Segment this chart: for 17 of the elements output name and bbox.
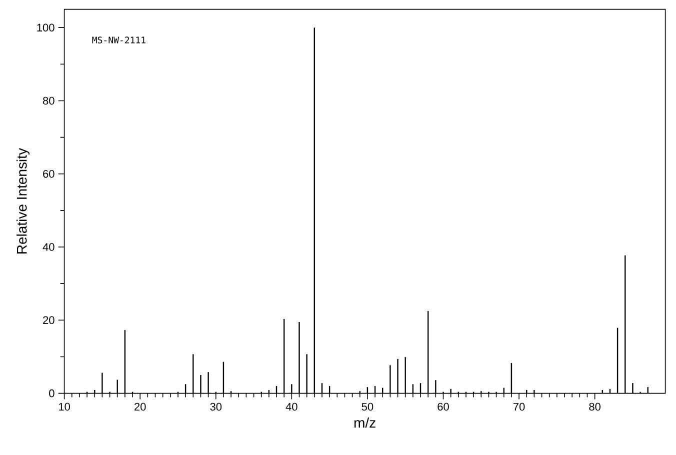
x-tick-label: 60 [438, 402, 449, 411]
x-axis-title: m/z [354, 417, 376, 428]
y-tick-label: 80 [43, 96, 54, 105]
x-tick-label: 30 [210, 402, 222, 411]
y-tick-label: 60 [43, 170, 54, 178]
y-tick-label: 0 [49, 389, 54, 398]
y-tick-label: 100 [37, 24, 54, 32]
y-tick-label: 20 [43, 316, 54, 324]
x-tick-label: 10 [59, 402, 70, 411]
x-tick-label: 40 [286, 402, 298, 411]
y-axis-title: Relative Intensity [16, 148, 30, 254]
x-tick-label: 80 [589, 402, 600, 411]
x-tick-label: 50 [362, 402, 374, 411]
y-tick-label: 40 [42, 243, 54, 251]
x-tick-label: 20 [134, 402, 146, 411]
annotation: MS-NW-2111 [92, 36, 146, 44]
x-tick-label: 70 [513, 402, 525, 411]
